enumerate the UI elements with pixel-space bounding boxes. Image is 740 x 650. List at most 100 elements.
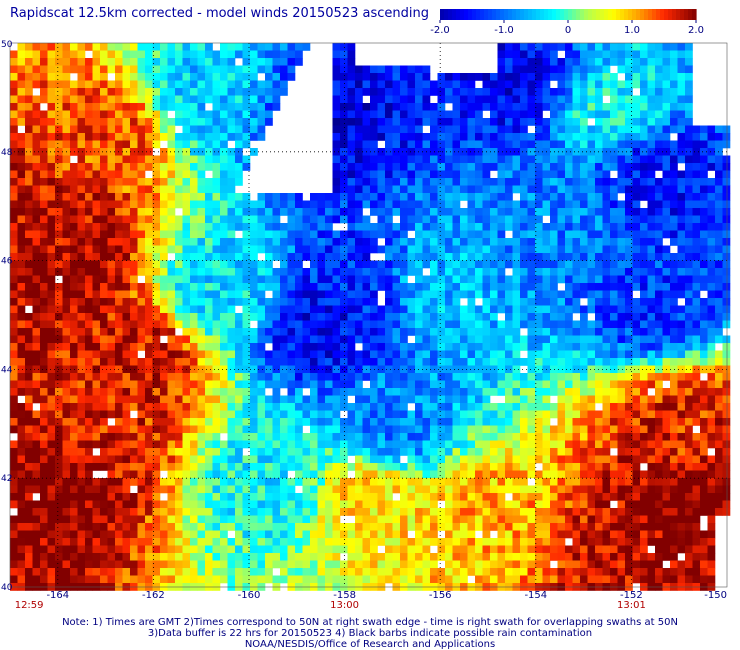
heatmap-cell xyxy=(332,140,341,149)
heatmap-cell xyxy=(625,155,633,164)
heatmap-cell xyxy=(265,350,273,359)
heatmap-cell xyxy=(257,448,266,456)
heatmap-cell xyxy=(227,148,236,156)
heatmap-cell xyxy=(227,335,236,344)
heatmap-cell xyxy=(220,253,228,261)
heatmap-cell xyxy=(565,118,573,126)
heatmap-cell xyxy=(62,328,71,336)
heatmap-cell xyxy=(77,260,86,269)
heatmap-cell xyxy=(677,305,686,314)
heatmap-cell xyxy=(692,178,701,186)
heatmap-cell xyxy=(400,260,408,269)
heatmap-cell xyxy=(137,433,146,441)
heatmap-cell xyxy=(617,223,626,231)
heatmap-cell xyxy=(400,313,408,321)
heatmap-cell xyxy=(602,118,611,126)
heatmap-cell xyxy=(182,283,191,291)
heatmap-cell xyxy=(295,260,303,269)
heatmap-cell xyxy=(160,103,168,111)
heatmap-cell xyxy=(85,155,93,164)
heatmap-cell xyxy=(107,343,116,351)
heatmap-cell xyxy=(47,365,56,374)
heatmap-cell xyxy=(512,358,521,366)
heatmap-cell xyxy=(122,313,131,321)
heatmap-cell xyxy=(647,238,656,246)
heatmap-cell xyxy=(587,88,596,96)
heatmap-cell xyxy=(640,245,648,254)
heatmap-cell xyxy=(295,358,303,366)
heatmap-cell xyxy=(415,185,423,194)
heatmap-cell xyxy=(77,208,86,216)
heatmap-cell xyxy=(347,80,356,89)
heatmap-cell xyxy=(647,298,656,306)
heatmap-cell xyxy=(137,410,146,419)
heatmap-cell xyxy=(400,425,408,434)
heatmap-cell xyxy=(317,455,326,464)
heatmap-cell xyxy=(167,440,176,449)
heatmap-cell xyxy=(662,403,671,411)
heatmap-cell xyxy=(197,140,206,149)
heatmap-cell xyxy=(115,298,123,306)
heatmap-cell xyxy=(655,275,663,284)
heatmap-cell xyxy=(332,328,341,336)
heatmap-cell xyxy=(212,208,221,216)
heatmap-cell xyxy=(25,425,33,434)
heatmap-cell xyxy=(595,178,603,186)
heatmap-cell xyxy=(565,215,573,224)
heatmap-cell xyxy=(505,95,513,104)
heatmap-cell xyxy=(340,230,348,239)
heatmap-cell xyxy=(370,88,378,96)
heatmap-cell xyxy=(610,358,618,366)
colorbar: -2.0 -1.0 0 1.0 2.0 xyxy=(430,9,704,36)
heatmap-cell xyxy=(512,343,521,351)
heatmap-cell xyxy=(355,320,363,329)
heatmap-cell xyxy=(332,425,341,434)
heatmap-cell xyxy=(145,268,153,276)
heatmap-cell xyxy=(452,425,461,434)
heatmap-cell xyxy=(475,358,483,366)
heatmap-cell xyxy=(272,373,281,381)
heatmap-cell xyxy=(167,215,176,224)
heatmap-cell xyxy=(542,373,551,381)
heatmap-cell xyxy=(317,283,326,291)
heatmap-cell xyxy=(220,455,228,464)
heatmap-cell xyxy=(430,178,438,186)
heatmap-cell xyxy=(587,170,596,179)
heatmap-cell xyxy=(722,448,731,456)
heatmap-cell xyxy=(197,268,206,276)
heatmap-cell xyxy=(212,343,221,351)
heatmap-cell xyxy=(212,440,221,449)
heatmap-cell xyxy=(407,298,416,306)
heatmap-cell xyxy=(685,223,693,231)
heatmap-cell xyxy=(62,43,71,51)
heatmap-cell xyxy=(595,373,603,381)
heatmap-cell xyxy=(700,178,708,186)
heatmap-cell xyxy=(325,223,333,231)
heatmap-cell xyxy=(482,125,491,134)
heatmap-cell xyxy=(280,230,288,239)
heatmap-cell xyxy=(460,223,468,231)
heatmap-cell xyxy=(565,448,573,456)
heatmap-cell xyxy=(565,313,573,321)
heatmap-cell xyxy=(47,395,56,404)
heatmap-cell xyxy=(707,313,716,321)
colorbar-segment xyxy=(684,9,689,20)
colorbar-segment xyxy=(676,9,681,20)
heatmap-cell xyxy=(47,380,56,389)
heatmap-cell xyxy=(460,440,468,449)
heatmap-cell xyxy=(92,103,101,111)
heatmap-cell xyxy=(715,290,723,299)
heatmap-cell xyxy=(70,433,78,441)
heatmap-cell xyxy=(100,373,108,381)
heatmap-cell xyxy=(400,73,408,81)
heatmap-cell xyxy=(707,268,716,276)
heatmap-cell xyxy=(610,268,618,276)
heatmap-cell xyxy=(610,388,618,396)
heatmap-cell xyxy=(107,425,116,434)
heatmap-cell xyxy=(257,110,266,119)
heatmap-cell xyxy=(482,373,491,381)
heatmap-cell xyxy=(415,328,423,336)
heatmap-cell xyxy=(550,410,558,419)
heatmap-cell xyxy=(670,320,678,329)
heatmap-cell xyxy=(490,418,498,426)
